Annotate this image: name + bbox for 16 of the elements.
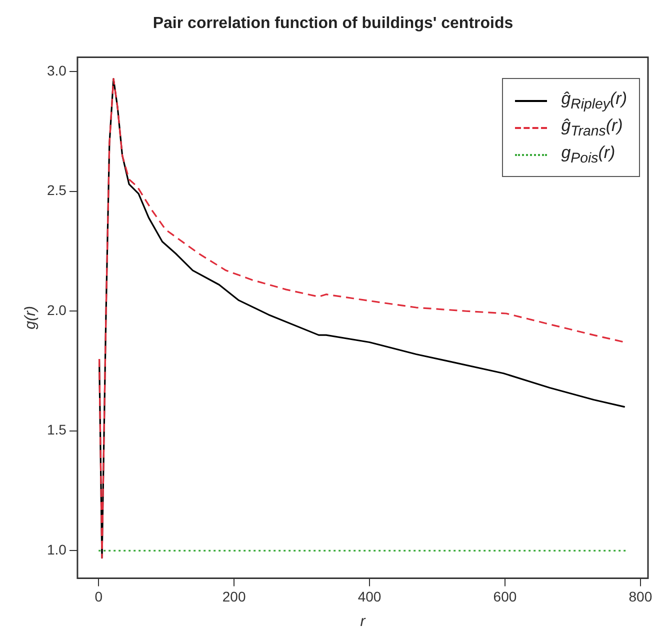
x-tick-label: 800 <box>628 588 652 604</box>
x-tick-label: 600 <box>493 588 517 604</box>
x-tick-label: 0 <box>94 588 103 604</box>
x-tick-label: 400 <box>358 588 382 604</box>
y-tick-label: 2.5 <box>46 182 67 198</box>
y-axis-title: g(r) <box>22 306 40 330</box>
y-tick-label: 1.0 <box>46 542 67 558</box>
legend-label: ĝ$_{Ripley}$(r) <box>561 88 627 112</box>
chart-title: Pair correlation function of buildings' centroids <box>152 15 514 32</box>
x-axis-title: r <box>360 613 366 630</box>
y-tick-label: 3.0 <box>46 62 67 78</box>
x-tick-label: 200 <box>222 588 246 604</box>
y-tick-label: 2.0 <box>46 302 67 318</box>
legend-label: ĝ$_{Trans}$(r) <box>561 116 623 140</box>
y-tick-label: 1.5 <box>46 422 67 438</box>
legend-label: g$_{Pois}$(r) <box>561 142 616 166</box>
